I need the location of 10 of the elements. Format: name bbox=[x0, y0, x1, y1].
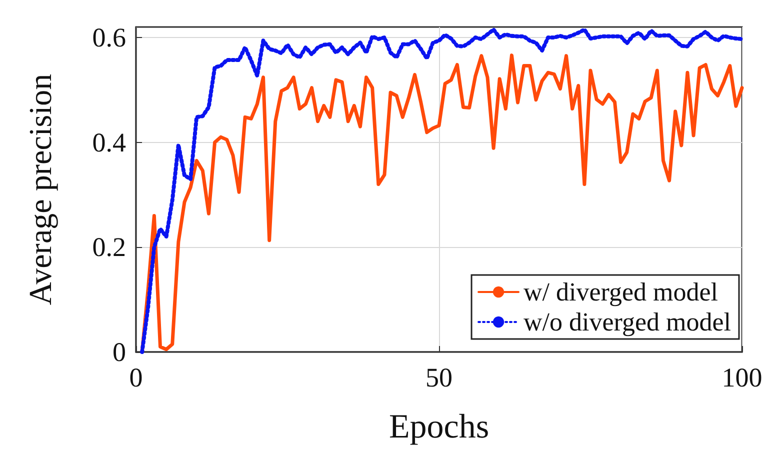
legend-label: w/o diverged model bbox=[524, 308, 732, 336]
x-axis-title: Epochs bbox=[388, 408, 490, 446]
y-tick-label: 0 bbox=[112, 337, 126, 367]
y-tick-label: 0.4 bbox=[92, 127, 126, 158]
y-axis-title: Average precision bbox=[22, 74, 58, 306]
legend-label: w/ diverged model bbox=[524, 278, 718, 306]
y-tick-label: 0.2 bbox=[92, 232, 126, 262]
x-tick-label: 100 bbox=[722, 362, 762, 392]
x-tick-label: 50 bbox=[426, 362, 452, 392]
y-tick-label: 0.6 bbox=[92, 22, 126, 52]
